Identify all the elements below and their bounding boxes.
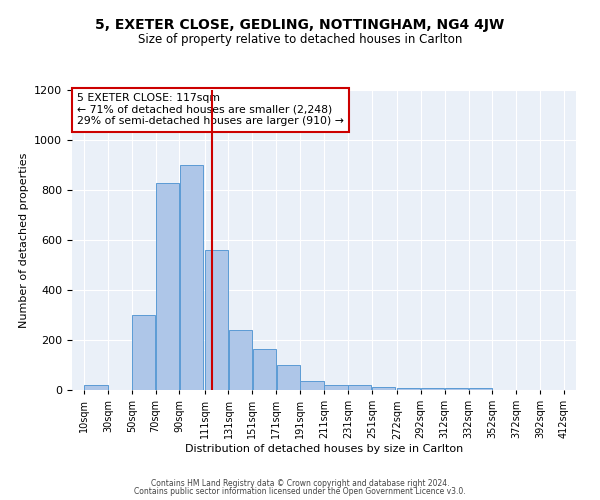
Y-axis label: Number of detached properties: Number of detached properties (19, 152, 29, 328)
Text: Contains HM Land Registry data © Crown copyright and database right 2024.: Contains HM Land Registry data © Crown c… (151, 478, 449, 488)
Text: 5 EXETER CLOSE: 117sqm
← 71% of detached houses are smaller (2,248)
29% of semi-: 5 EXETER CLOSE: 117sqm ← 71% of detached… (77, 93, 344, 126)
Bar (229, 330, 252, 390)
Bar (301, 381, 324, 390)
Text: Contains public sector information licensed under the Open Government Licence v3: Contains public sector information licen… (134, 487, 466, 496)
Bar (324, 385, 347, 390)
Text: Size of property relative to detached houses in Carlton: Size of property relative to detached ho… (138, 32, 462, 46)
Bar (132, 315, 155, 390)
Bar (348, 385, 371, 390)
Bar (277, 365, 300, 390)
Bar (180, 165, 203, 390)
Bar (156, 182, 179, 390)
Bar (397, 388, 421, 390)
Bar (253, 349, 276, 390)
Bar (84, 385, 107, 390)
Bar (205, 250, 228, 390)
Text: 5, EXETER CLOSE, GEDLING, NOTTINGHAM, NG4 4JW: 5, EXETER CLOSE, GEDLING, NOTTINGHAM, NG… (95, 18, 505, 32)
Bar (469, 388, 492, 390)
Bar (372, 387, 395, 390)
X-axis label: Distribution of detached houses by size in Carlton: Distribution of detached houses by size … (185, 444, 463, 454)
Bar (421, 388, 445, 390)
Bar (445, 388, 468, 390)
